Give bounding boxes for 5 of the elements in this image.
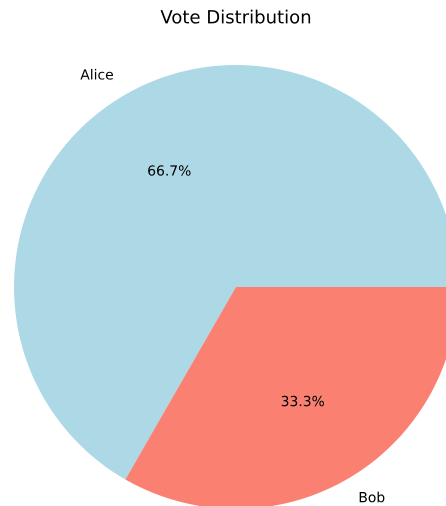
data-label: 66.7% bbox=[148, 165, 191, 176]
chart-title: Vote Distribution bbox=[160, 10, 310, 24]
slice-label: Bob bbox=[360, 492, 384, 502]
data-label: 33.3% bbox=[282, 396, 324, 406]
slice-label: Alice bbox=[80, 68, 113, 80]
